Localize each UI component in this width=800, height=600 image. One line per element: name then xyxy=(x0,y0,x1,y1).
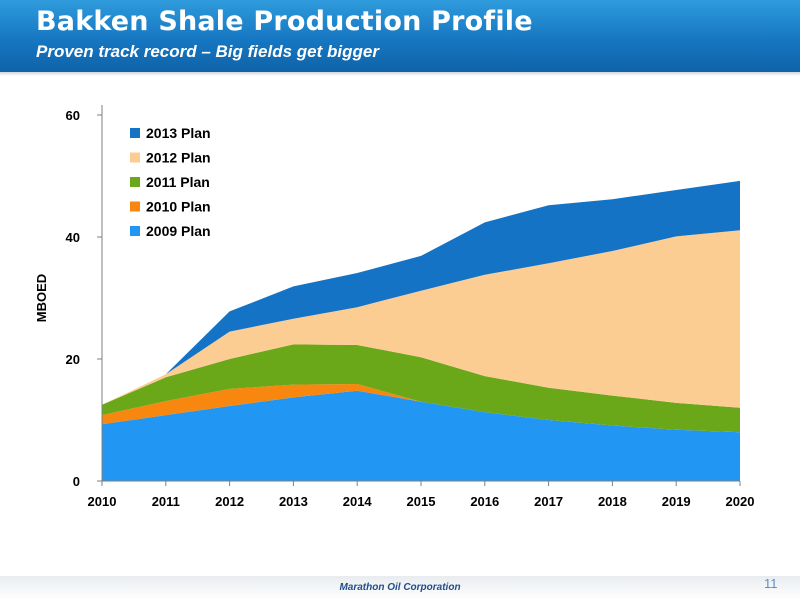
legend-swatch xyxy=(130,201,140,212)
y-tick-label: 60 xyxy=(66,108,80,123)
legend-label: 2011 Plan xyxy=(146,174,210,190)
y-tick-label: 40 xyxy=(66,230,80,245)
area-2010-plan xyxy=(102,384,740,433)
x-tick-label: 2013 xyxy=(279,494,308,509)
x-tick-label: 2016 xyxy=(470,494,499,509)
y-tick-label: 20 xyxy=(66,352,80,367)
legend-label: 2012 Plan xyxy=(146,150,211,166)
area-2011-plan xyxy=(102,344,740,433)
x-tick-label: 2018 xyxy=(598,494,627,509)
header-shadow xyxy=(0,72,800,76)
slide-header xyxy=(0,0,800,72)
legend-swatch xyxy=(130,226,140,236)
y-tick-label: 0 xyxy=(73,474,80,489)
footer-company: Marathon Oil Corporation xyxy=(339,582,461,593)
x-tick-label: 2020 xyxy=(726,494,755,509)
y-axis-label: MBOED xyxy=(34,274,49,322)
page-number: 11 xyxy=(764,576,778,591)
legend-swatch xyxy=(130,177,140,187)
slide-subtitle: Proven track record – Big fields get big… xyxy=(36,42,379,61)
x-tick-label: 2015 xyxy=(407,494,436,509)
area-2013-plan xyxy=(102,180,740,405)
legend-swatch xyxy=(130,152,140,163)
slide-title: Bakken Shale Production Profile xyxy=(36,6,533,37)
legend-swatch xyxy=(130,128,140,138)
x-tick-label: 2012 xyxy=(215,494,244,509)
x-tick-label: 2011 xyxy=(152,494,180,509)
area-2009-plan xyxy=(102,390,740,481)
legend-label: 2010 Plan xyxy=(146,199,211,215)
x-tick-label: 2014 xyxy=(343,494,373,509)
legend-label: 2013 Plan xyxy=(146,125,211,141)
x-tick-label: 2017 xyxy=(534,494,563,509)
footer-band xyxy=(0,576,800,600)
x-tick-label: 2010 xyxy=(88,494,117,509)
legend-label: 2009 Plan xyxy=(146,223,211,239)
production-chart: 0 20 40 60 2010 2011 2012 2013 2014 2015 2016 2017 2… xyxy=(34,105,755,509)
x-tick-label: 2019 xyxy=(662,494,691,509)
area-2012-plan xyxy=(102,230,740,408)
